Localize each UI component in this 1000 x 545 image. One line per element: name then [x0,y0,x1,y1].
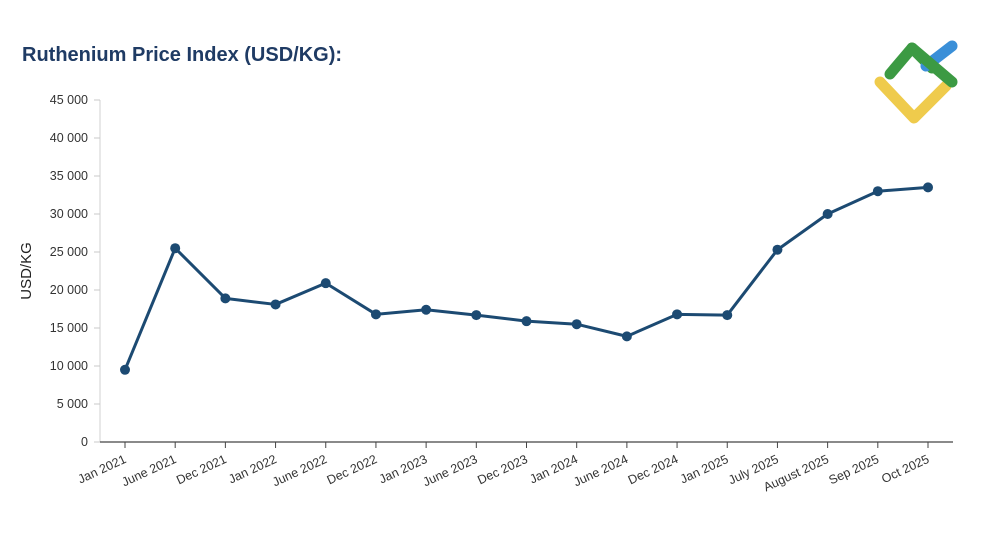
y-tick-label: 25 000 [50,245,88,259]
x-tick-label: Oct 2025 [879,452,931,486]
data-point [320,278,331,289]
data-point [571,319,582,330]
y-tick-label: 0 [81,435,88,449]
y-axis-title: USD/KG [18,242,35,300]
x-tick-label: Sep 2025 [827,452,881,487]
x-tick-label: Jan 2023 [377,452,430,486]
x-tick-label: June 2022 [270,452,329,489]
data-point [170,243,181,254]
y-tick-label: 5 000 [57,397,88,411]
y-tick-label: 30 000 [50,207,88,221]
data-point [923,182,933,193]
data-point [872,186,883,197]
y-tick-label: 45 000 [50,93,88,107]
data-point [722,310,733,321]
data-point [370,309,381,320]
data-point [822,209,833,219]
x-tick-label: Dec 2021 [174,452,228,487]
x-tick-label: Jan 2025 [678,452,731,486]
y-tick-label: 10 000 [50,359,88,373]
data-point [421,304,432,315]
y-axis: 0 5 000 10 000 15 000 20 000 25 000 30 000 35 0… [50,93,101,449]
y-tick-label: 15 000 [50,321,88,335]
data-point [270,299,281,310]
x-tick-label: Dec 2022 [325,452,379,487]
y-tick-label: 40 000 [50,131,88,145]
logo-yellow-chevron [874,76,952,124]
logo-green-stroke [906,42,958,88]
x-tick-label: Jan 2022 [226,452,279,486]
series-group [120,182,933,375]
x-tick-label: Dec 2023 [475,452,529,487]
x-tick-label: Jan 2024 [527,452,580,486]
x-tick-label: June 2024 [571,452,630,489]
x-tick-label: June 2021 [120,452,179,489]
chart-title: Ruthenium Price Index (USD/KG): [22,44,343,66]
y-tick-label: 20 000 [50,283,88,297]
x-tick-label: Dec 2024 [626,452,680,487]
data-point [772,244,783,255]
data-point [471,310,482,321]
data-point [521,316,532,327]
brand-logo [874,40,958,124]
series-line [123,185,929,371]
data-point [120,364,130,375]
data-point [621,331,632,342]
y-tick-label: 35 000 [50,169,88,183]
data-point [220,293,231,304]
x-tick-label: Jan 2021 [76,452,129,486]
data-point [672,309,683,320]
x-tick-label: June 2023 [421,452,480,489]
